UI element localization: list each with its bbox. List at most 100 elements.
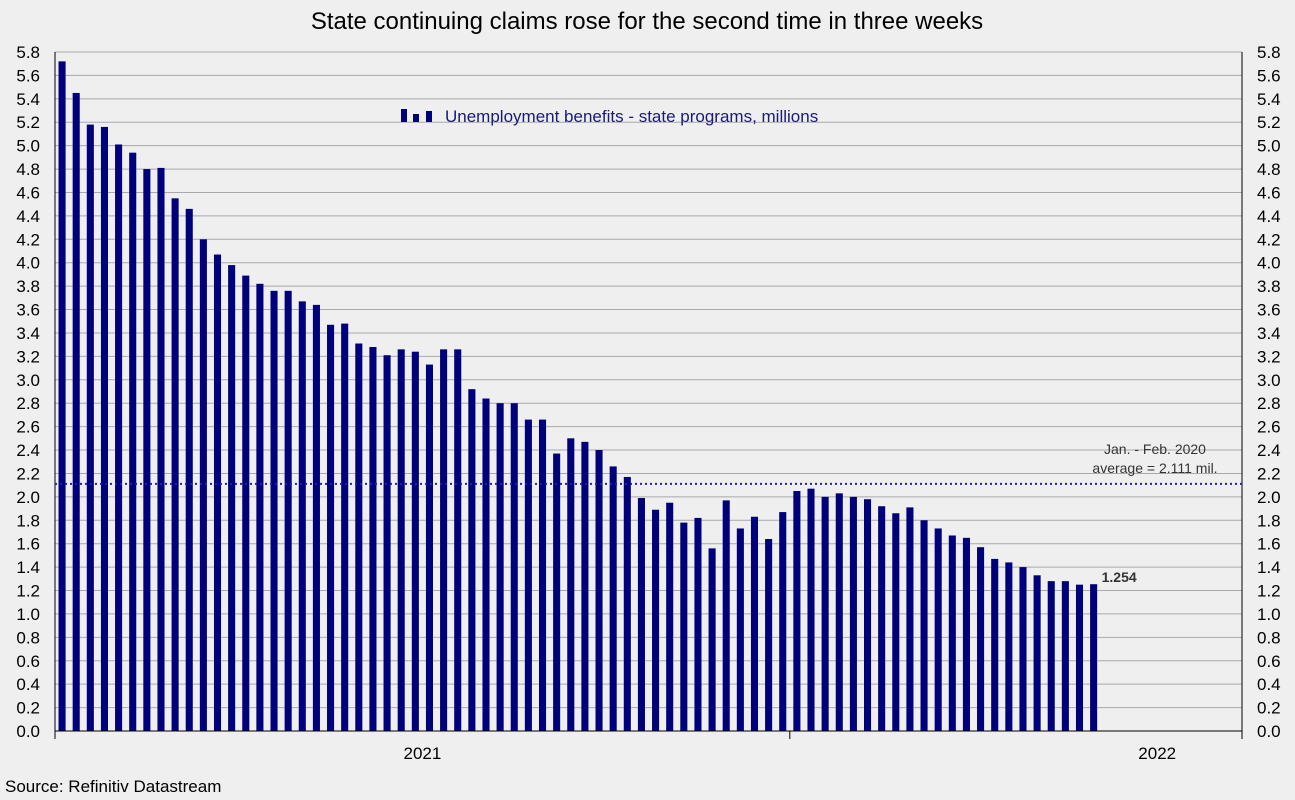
legend-label: Unemployment benefits - state programs, … — [445, 107, 818, 126]
y-tick-label-left: 3.6 — [16, 301, 40, 320]
bar — [835, 493, 843, 731]
y-tick-label-right: 3.8 — [1257, 277, 1281, 296]
bar — [807, 488, 815, 731]
bar — [1061, 581, 1069, 731]
right-y-axis: 0.0 0.2 0.4 0.6 0.8 1.0 1.2 1.4 1.6 1.8 2.0 2.2 2.4 2… — [1257, 43, 1281, 741]
bar — [991, 558, 999, 731]
reference-label-line2: average = 2.111 mil. — [1092, 460, 1217, 476]
bar — [327, 324, 335, 731]
bar — [454, 349, 462, 731]
left-y-axis: 0.0 0.2 0.4 0.6 0.8 1.0 1.2 1.4 1.6 1.8 2.0 2.2 2.4 2… — [16, 43, 40, 741]
legend-swatch-bar — [426, 111, 432, 122]
y-tick-label-right: 4.6 — [1257, 183, 1281, 202]
bar — [157, 167, 165, 731]
y-tick-label-right: 4.2 — [1257, 230, 1281, 249]
chart-title: State continuing claims rose for the sec… — [311, 8, 983, 35]
y-tick-label-right: 2.0 — [1257, 488, 1281, 507]
bar — [171, 198, 179, 732]
y-tick-label-left: 3.2 — [16, 347, 40, 366]
y-tick-label-left: 2.4 — [16, 441, 40, 460]
y-tick-label-right: 4.4 — [1257, 207, 1281, 226]
bar — [962, 537, 970, 731]
bar — [86, 124, 94, 731]
bar — [524, 419, 532, 731]
y-tick-label-right: 5.2 — [1257, 113, 1281, 132]
y-tick-label-left: 0.2 — [16, 699, 40, 718]
bar — [793, 491, 801, 731]
y-tick-label-right: 1.2 — [1257, 582, 1281, 601]
bar — [129, 152, 137, 731]
x-tick-label: 2022 — [1138, 744, 1176, 763]
y-tick-label-right: 1.6 — [1257, 535, 1281, 554]
y-tick-label-right: 1.8 — [1257, 511, 1281, 530]
y-tick-label-left: 5.4 — [16, 90, 40, 109]
y-tick-label-left: 1.6 — [16, 535, 40, 554]
last-value-label: 1.254 — [1102, 569, 1137, 585]
gridlines — [55, 51, 1242, 732]
bar — [199, 239, 207, 731]
y-tick-label-right: 4.0 — [1257, 254, 1281, 273]
y-tick-label-left: 5.6 — [16, 66, 40, 85]
bar — [284, 290, 292, 731]
bar — [708, 548, 716, 731]
y-tick-label-left: 0.4 — [16, 675, 40, 694]
bar — [948, 535, 956, 731]
y-tick-label-right: 0.0 — [1257, 722, 1281, 741]
bar — [765, 539, 773, 731]
bar — [369, 347, 377, 731]
y-tick-label-left: 5.2 — [16, 113, 40, 132]
bar — [411, 351, 419, 731]
bar — [115, 144, 123, 732]
bar — [694, 517, 702, 731]
y-tick-label-right: 3.2 — [1257, 347, 1281, 366]
legend-swatch — [401, 109, 432, 122]
bar — [864, 499, 872, 731]
bar — [510, 403, 518, 731]
bar — [312, 304, 320, 731]
bar — [213, 254, 222, 731]
bar — [440, 349, 448, 731]
y-tick-label-left: 1.4 — [16, 558, 40, 577]
y-tick-label-left: 4.2 — [16, 230, 40, 249]
y-tick-label-right: 1.4 — [1257, 558, 1281, 577]
bar — [143, 169, 151, 731]
bar — [567, 438, 575, 731]
y-tick-label-right: 1.0 — [1257, 605, 1281, 624]
y-tick-label-left: 0.8 — [16, 628, 40, 647]
y-tick-label-right: 2.2 — [1257, 464, 1281, 483]
y-tick-label-right: 5.4 — [1257, 90, 1281, 109]
legend: Unemployment benefits - state programs, … — [401, 107, 818, 126]
y-tick-label-right: 3.4 — [1257, 324, 1281, 343]
y-tick-label-left: 5.0 — [16, 137, 40, 156]
y-tick-label-left: 4.6 — [16, 183, 40, 202]
y-tick-label-left: 3.8 — [16, 277, 40, 296]
bar — [270, 290, 278, 731]
y-tick-label-left: 0.6 — [16, 652, 40, 671]
y-tick-label-right: 0.2 — [1257, 699, 1281, 718]
bar — [185, 208, 193, 731]
y-tick-label-right: 0.6 — [1257, 652, 1281, 671]
bar — [1033, 575, 1041, 731]
bar — [920, 520, 928, 731]
bar — [1047, 581, 1055, 731]
bar — [652, 509, 660, 731]
bar — [722, 500, 730, 731]
bar — [242, 275, 250, 731]
bar — [750, 516, 759, 731]
y-tick-label-right: 2.4 — [1257, 441, 1281, 460]
source-note: Source: Refinitiv Datastream — [5, 777, 221, 796]
bar — [72, 92, 80, 732]
bar — [878, 506, 886, 731]
y-tick-label-right: 2.6 — [1257, 418, 1281, 437]
bar — [496, 403, 504, 731]
y-tick-label-right: 5.8 — [1257, 43, 1281, 62]
bar — [397, 349, 405, 731]
bar — [849, 496, 857, 731]
x-axis: 2021 2022 — [54, 731, 1243, 763]
reference-label-line1: Jan. - Feb. 2020 — [1104, 441, 1206, 457]
bar — [581, 441, 589, 731]
bar — [228, 265, 236, 731]
bar — [256, 283, 264, 731]
bar — [425, 364, 434, 731]
bar — [623, 476, 631, 731]
